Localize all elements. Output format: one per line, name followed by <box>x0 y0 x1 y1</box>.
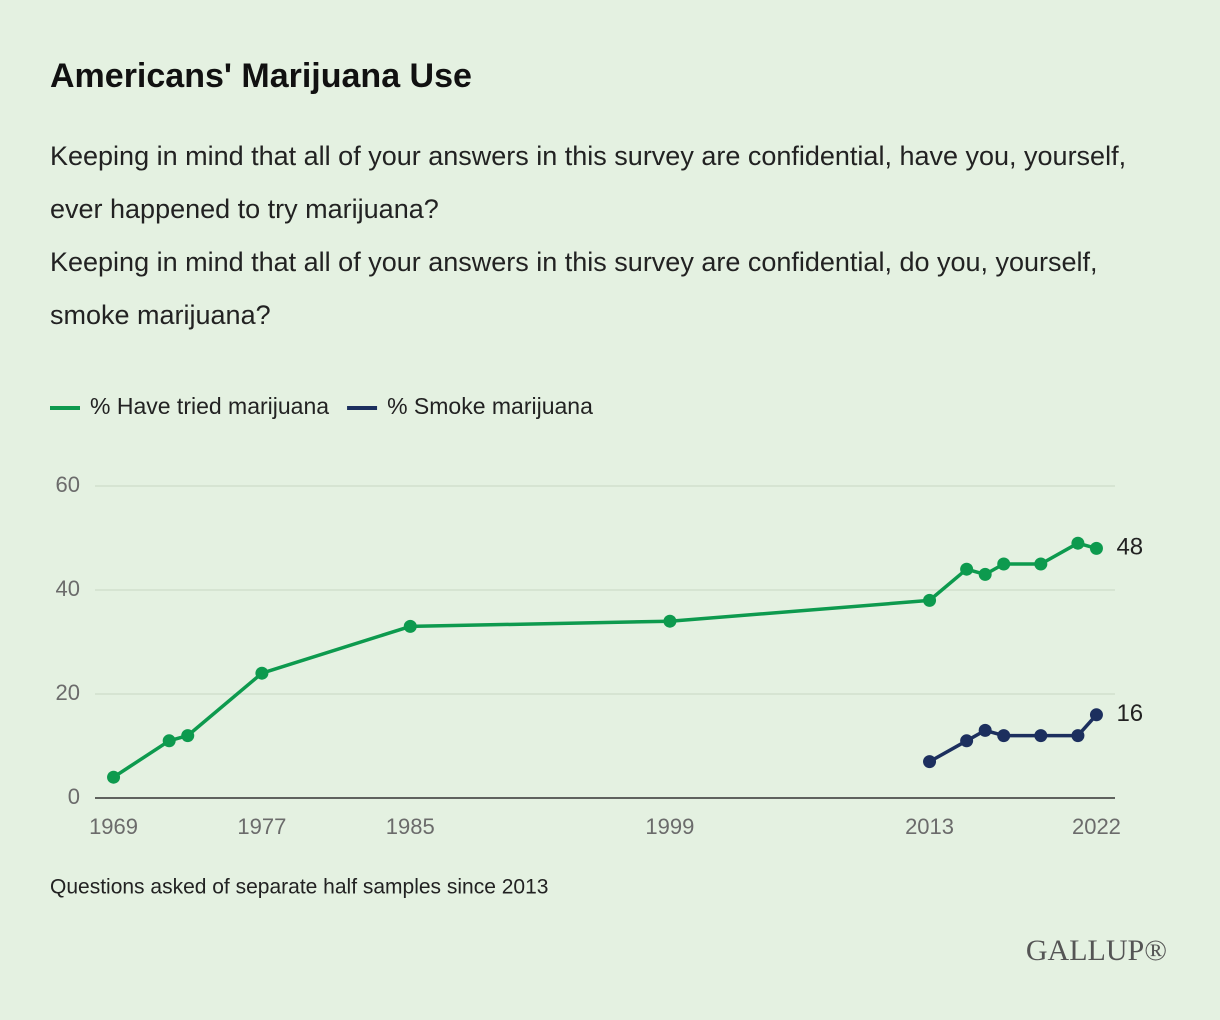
y-tick-label: 20 <box>56 680 80 705</box>
x-tick-label: 1985 <box>386 814 435 839</box>
data-point <box>162 734 176 748</box>
y-tick-label: 40 <box>56 576 80 601</box>
x-tick-label: 1969 <box>89 814 138 839</box>
series-line <box>112 541 1097 779</box>
x-tick-label: 1999 <box>645 814 694 839</box>
x-tick-label: 2013 <box>905 814 954 839</box>
data-point <box>255 666 269 680</box>
data-point <box>978 723 992 737</box>
chart-title: Americans' Marijuana Use <box>50 57 472 95</box>
data-point <box>997 557 1011 571</box>
x-tick-label: 1977 <box>237 814 286 839</box>
question: Keeping in mind that all of your answers… <box>50 141 1127 224</box>
data-point <box>923 755 937 769</box>
y-tick-label: 0 <box>68 784 80 809</box>
series-line <box>928 713 1098 764</box>
data-point <box>923 593 937 607</box>
questions: Keeping in mind that all of your answers… <box>50 130 1160 342</box>
data-point <box>1034 729 1048 743</box>
legend-label: % Have tried marijuana <box>90 393 329 419</box>
data-point <box>181 729 195 743</box>
data-point <box>960 562 974 576</box>
end-label: 48 <box>1116 534 1143 561</box>
legend-label: % Smoke marijuana <box>387 393 593 419</box>
data-point <box>978 567 992 581</box>
data-point <box>1034 557 1048 571</box>
question: Keeping in mind that all of your answers… <box>50 247 1098 330</box>
data-point <box>663 614 677 628</box>
data-point <box>1071 729 1085 743</box>
x-tick-label: 2022 <box>1072 814 1121 839</box>
data-point <box>960 734 974 748</box>
end-label: 16 <box>1116 700 1143 727</box>
data-point <box>403 619 417 633</box>
source-logo: GALLUP® <box>1026 934 1167 967</box>
data-point <box>1089 708 1103 722</box>
data-point <box>997 729 1011 743</box>
y-tick-label: 60 <box>56 472 80 497</box>
data-point <box>1071 536 1085 550</box>
note: Questions asked of separate half samples… <box>50 876 548 899</box>
data-point <box>107 770 121 784</box>
data-point <box>1089 541 1103 555</box>
